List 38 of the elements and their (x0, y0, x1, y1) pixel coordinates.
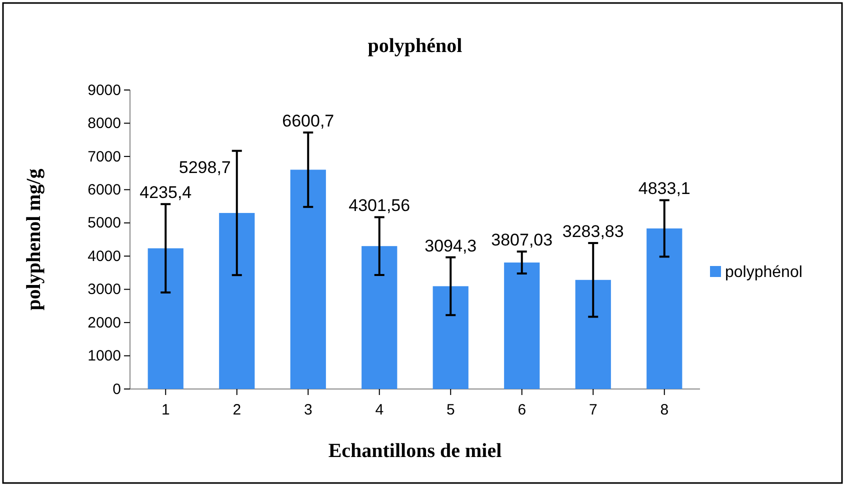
x-tick-label: 8 (660, 402, 669, 418)
x-tick-label: 2 (232, 402, 242, 418)
y-tick-label: 8000 (88, 115, 121, 132)
bar (219, 212, 255, 389)
y-tick-label: 6000 (88, 181, 121, 198)
x-tick-label: 6 (518, 402, 526, 418)
y-tick-label: 0 (112, 380, 121, 398)
x-tick-label: 3 (304, 402, 312, 418)
y-tick-label: 4000 (88, 248, 121, 265)
data-label: 4235,4 (140, 183, 192, 202)
y-tick-label: 2000 (88, 314, 121, 332)
x-tick-label: 4 (375, 402, 384, 418)
bar (646, 228, 682, 389)
x-tick-label: 7 (588, 402, 598, 418)
data-label: 4833,1 (638, 179, 690, 198)
bar (504, 262, 540, 389)
bar (362, 246, 398, 389)
y-axis-title: polyphenol mg/g (23, 168, 45, 310)
y-tick-label: 3000 (88, 281, 121, 298)
x-tick-label: 1 (161, 402, 170, 418)
bar (290, 170, 326, 389)
y-tick-label: 5000 (88, 214, 121, 232)
y-tick-label: 1000 (88, 348, 121, 365)
data-label: 3807,03 (491, 230, 553, 250)
data-label: 5298,7 (178, 158, 231, 177)
chart-title: polyphénol (368, 35, 463, 57)
x-tick-label: 5 (446, 402, 455, 418)
data-label: 3283,83 (562, 222, 624, 242)
bar (432, 286, 468, 389)
bar (148, 248, 184, 389)
bar (575, 280, 611, 389)
legend-label: polyphénol (725, 264, 802, 281)
data-label: 3094,3 (424, 236, 477, 256)
data-label: 6600,7 (282, 112, 334, 130)
y-tick-label: 7000 (88, 148, 121, 166)
data-label: 4301,56 (348, 196, 410, 216)
y-tick-label: 9000 (88, 82, 121, 99)
x-axis-title: Echantillons de miel (328, 440, 502, 462)
